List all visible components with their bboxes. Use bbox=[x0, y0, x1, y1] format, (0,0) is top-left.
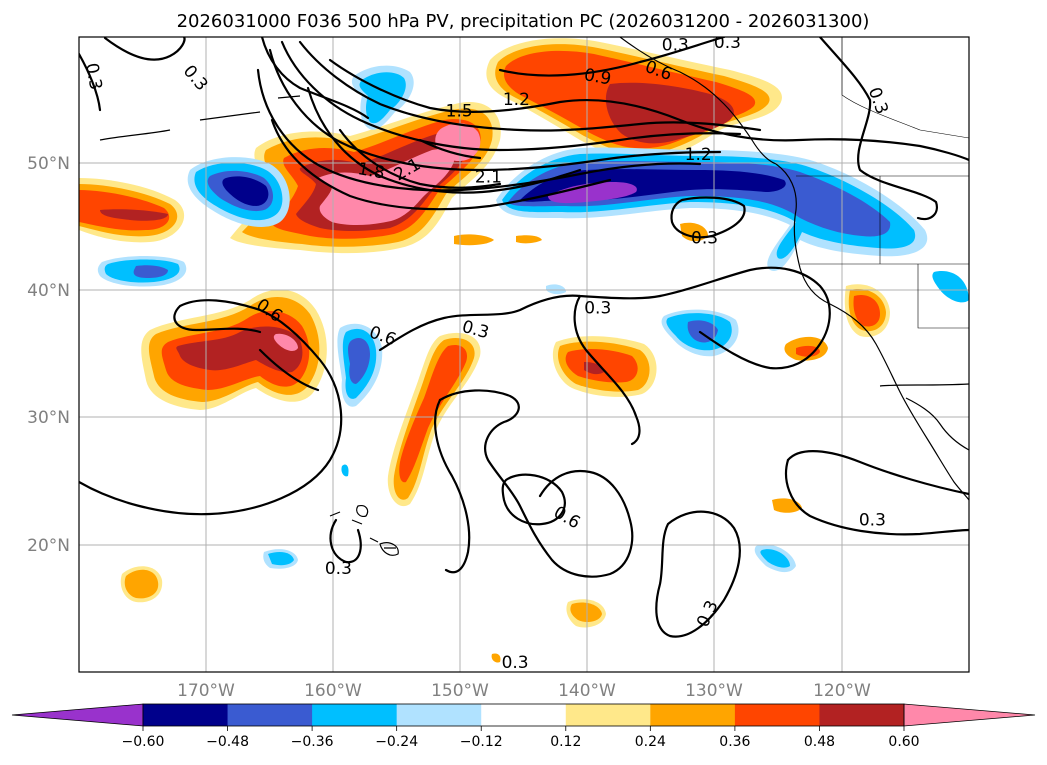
pv-contour-label: 0.3 bbox=[502, 653, 529, 673]
coastlines bbox=[99, 37, 969, 556]
pv-contour-label: 0.9 bbox=[583, 65, 613, 89]
colorbar-over-extension bbox=[903, 703, 1036, 727]
colorbar-segment bbox=[819, 704, 905, 726]
lon-tick-label: 160°W bbox=[304, 681, 362, 701]
pv-contour-label: 0.3 bbox=[691, 229, 718, 249]
pv-contour-label: 0.3 bbox=[325, 559, 352, 579]
lon-tick-label: 120°W bbox=[813, 681, 871, 701]
coastline-alaska bbox=[619, 37, 777, 165]
colorbar-tick-label: 0.60 bbox=[888, 734, 919, 750]
pv-contour-0.3-west bbox=[79, 299, 343, 516]
colorbar-segment bbox=[565, 704, 651, 726]
colorbar: −0.60 −0.48 −0.36 −0.24 −0.12 0.12 0.24 0.36 0.4… bbox=[11, 703, 1036, 750]
colorbar-tick-label: 0.12 bbox=[550, 734, 581, 750]
map-area: 0.3 0.30.3 0.30.30.60.91.21.51.8 2.1 2.11.20… bbox=[79, 33, 969, 673]
lon-tick-label: 140°W bbox=[558, 681, 616, 701]
colorbar-frame bbox=[142, 703, 905, 727]
pv-contour-label: 1.8 bbox=[356, 159, 386, 183]
colorbar-segment bbox=[650, 704, 736, 726]
pv-contour-label: 0.3 bbox=[859, 511, 886, 531]
colorbar-segment bbox=[734, 704, 820, 726]
latitude-tick-labels: 50°N 40°N 30°N 20°N bbox=[27, 154, 70, 556]
map-frame bbox=[78, 36, 970, 673]
colorbar-segment bbox=[481, 704, 567, 726]
colorbar-tick-label: 0.24 bbox=[635, 734, 666, 750]
lon-tick-label: 130°W bbox=[685, 681, 743, 701]
map-gridlines bbox=[79, 37, 969, 672]
pv-contour-label: 0.3 bbox=[584, 299, 611, 319]
pv-contour-0.6-central bbox=[438, 389, 634, 578]
colorbar-segment bbox=[312, 704, 398, 726]
pv-contour-label: 0.3 bbox=[662, 36, 689, 56]
colorbar-tick-label: −0.60 bbox=[122, 734, 165, 750]
colorbar-segment bbox=[143, 704, 229, 726]
lat-tick-label: 30°N bbox=[27, 408, 70, 428]
colorbar-segment bbox=[227, 704, 313, 726]
pv-contour-label: 2.1 bbox=[475, 168, 502, 188]
pv-contours bbox=[79, 37, 969, 638]
lat-tick-label: 40°N bbox=[27, 281, 70, 301]
colorbar-segment bbox=[396, 704, 482, 726]
colorbar-tick-label: −0.24 bbox=[375, 734, 418, 750]
colorbar-tick-label: −0.48 bbox=[206, 734, 249, 750]
colorbar-tick-label: −0.36 bbox=[291, 734, 334, 750]
colorbar-under-extension bbox=[11, 703, 144, 727]
pv-contour-label: 0.3 bbox=[81, 61, 105, 91]
pv-contour-label: 0.3 bbox=[714, 33, 741, 53]
lon-tick-label: 150°W bbox=[431, 681, 489, 701]
lat-tick-label: 20°N bbox=[27, 536, 70, 556]
colorbar-tick-label: 0.36 bbox=[719, 734, 750, 750]
pv-contour-label: 1.2 bbox=[685, 145, 712, 165]
pv-contour-0.3-north bbox=[79, 37, 186, 112]
lon-tick-label: 170°W bbox=[177, 681, 235, 701]
figure-title: 2026031000 F036 500 hPa PV, precipitatio… bbox=[177, 11, 870, 32]
colorbar-tick-label: 0.48 bbox=[804, 734, 835, 750]
pv-contour-label: 1.2 bbox=[503, 90, 530, 110]
colorbar-tick-label: −0.12 bbox=[460, 734, 503, 750]
lat-tick-label: 50°N bbox=[27, 154, 70, 174]
longitude-tick-labels: 170°W 160°W 150°W 140°W 130°W 120°W bbox=[177, 681, 871, 701]
pv-contour-label: 1.5 bbox=[446, 102, 473, 122]
